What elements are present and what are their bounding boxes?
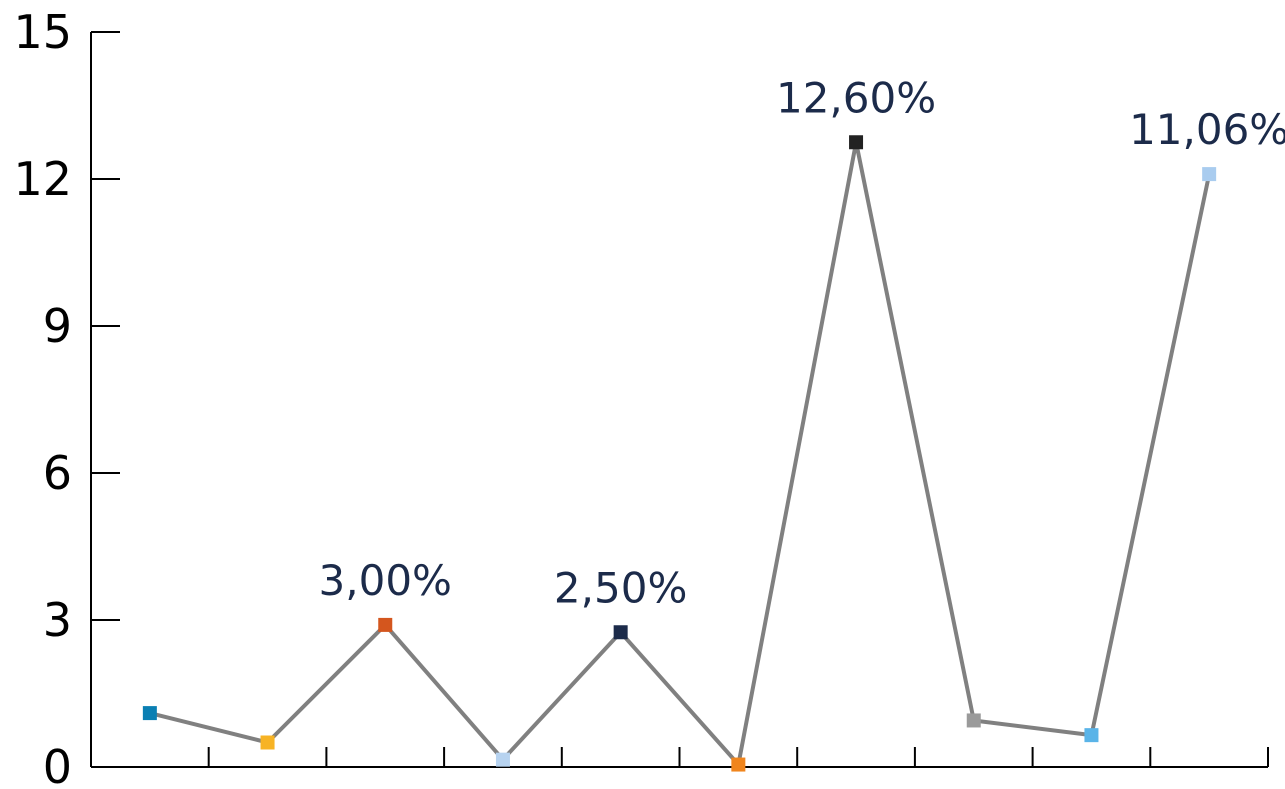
y-tick-label: 12 — [13, 152, 72, 206]
data-point-marker — [143, 706, 157, 720]
y-tick-label: 0 — [43, 740, 72, 789]
series-line — [150, 142, 1209, 764]
y-tick-label: 6 — [43, 446, 72, 500]
y-tick-label: 15 — [13, 5, 72, 59]
series — [150, 142, 1209, 764]
data-point-marker — [1202, 167, 1216, 181]
data-point-marker — [614, 625, 628, 639]
y-tick-label: 9 — [43, 299, 72, 353]
data-point-marker — [261, 736, 275, 750]
data-point-marker — [731, 758, 745, 772]
axes — [91, 32, 1268, 767]
data-labels: 3,00% 2,50% 12,60% 11,06% — [319, 73, 1285, 612]
data-point-marker — [849, 135, 863, 149]
markers — [143, 135, 1216, 771]
data-label: 3,00% — [319, 556, 452, 605]
data-label: 2,50% — [554, 563, 687, 612]
data-point-marker — [967, 713, 981, 727]
y-tick-label: 3 — [43, 593, 72, 647]
data-label: 11,06% — [1129, 105, 1285, 154]
data-label: 12,60% — [776, 73, 936, 122]
y-axis-ticks: 0 3 6 9 12 15 — [13, 5, 120, 789]
data-point-marker — [1084, 728, 1098, 742]
data-point-marker — [496, 753, 510, 767]
data-point-marker — [378, 618, 392, 632]
